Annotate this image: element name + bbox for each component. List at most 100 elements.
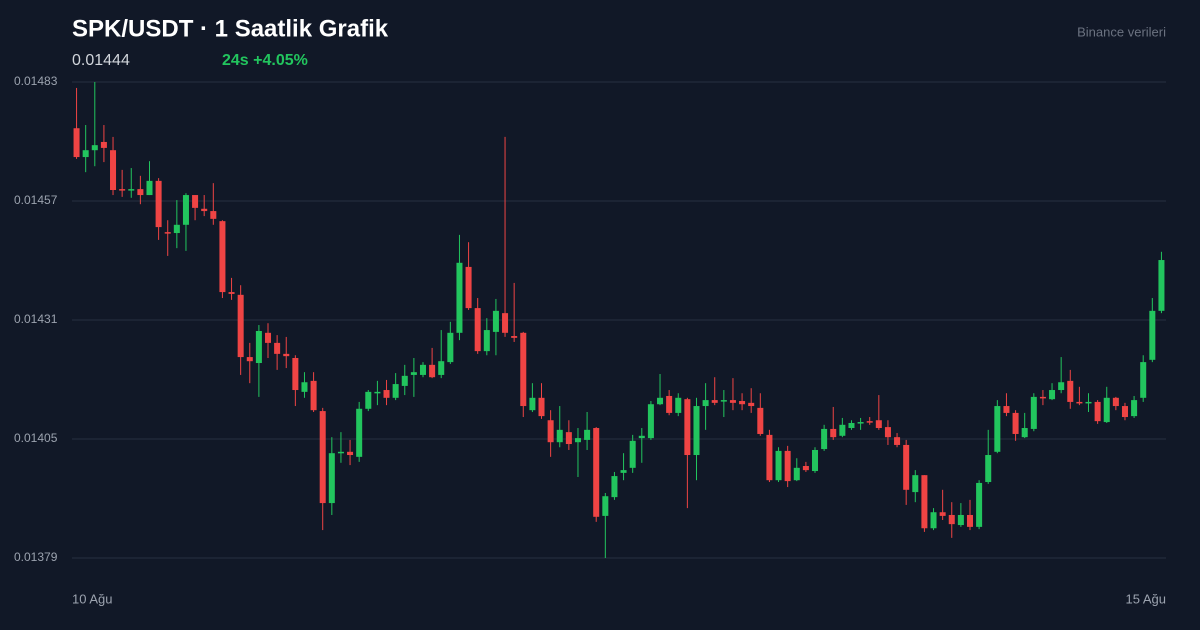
candle-body: [1085, 401, 1092, 404]
candle-body: [1149, 310, 1156, 360]
candle-body: [520, 332, 527, 407]
candle-body: [274, 342, 281, 354]
candle-body: [511, 336, 518, 338]
candle-body: [1112, 397, 1119, 407]
candle-body: [246, 357, 253, 362]
candle-body: [1030, 396, 1037, 429]
chart-title: SPK/USDT · 1 Saatlik Grafik: [72, 15, 389, 42]
candle-body: [793, 467, 800, 481]
candle-body: [748, 402, 755, 407]
candle-body: [994, 406, 1001, 452]
y-tick-label: 0.01483: [14, 74, 58, 88]
candle-body: [182, 195, 189, 225]
candle-body: [620, 470, 627, 473]
source: Binance verileri: [1077, 24, 1166, 39]
candle-body: [283, 353, 290, 357]
candle-body: [264, 332, 272, 343]
candle-body: [830, 428, 837, 438]
candle-body: [593, 428, 600, 517]
candle-body: [328, 453, 335, 504]
candle-body: [766, 434, 773, 481]
x-label: 15 Ağu: [1126, 591, 1167, 606]
candle-body: [802, 466, 809, 471]
candle-body: [146, 180, 153, 196]
candle-body: [538, 397, 545, 417]
last-price: 0.01444: [72, 52, 130, 69]
candle-body: [1140, 362, 1147, 398]
candle-body: [720, 400, 727, 402]
candle-body: [1094, 401, 1101, 422]
y-tick-label: 0.01379: [14, 550, 58, 564]
candle-body: [164, 232, 171, 234]
candle-body: [1131, 400, 1138, 417]
candle-body: [155, 180, 162, 228]
candle-body: [237, 294, 244, 358]
candle-body: [857, 422, 864, 424]
candle-body: [201, 208, 208, 212]
candle-body: [137, 189, 144, 196]
candle-body: [903, 444, 910, 490]
candle-body: [465, 266, 472, 309]
candle-body: [574, 438, 581, 443]
candle-body: [492, 310, 499, 332]
candle-body: [666, 395, 673, 413]
candle-body: [966, 514, 974, 527]
candle-body: [930, 512, 937, 529]
candle-body: [301, 382, 308, 392]
candle-body: [502, 313, 509, 333]
x-label: 10 Ağu: [72, 591, 113, 606]
candle-body: [1103, 397, 1110, 423]
candle-body: [629, 440, 636, 468]
candle-body: [775, 450, 782, 481]
candle-body: [228, 292, 235, 294]
candle-body: [483, 330, 490, 352]
candle-body: [401, 375, 408, 386]
candle-body: [438, 361, 445, 375]
candle-body: [1021, 428, 1028, 438]
candle-body: [811, 449, 819, 472]
candle-body: [347, 451, 354, 456]
candle-body: [693, 406, 700, 456]
candle-body: [939, 512, 946, 516]
candle-body: [1039, 396, 1046, 399]
candle-body: [884, 427, 891, 438]
candle-body: [410, 372, 417, 375]
candle-body: [100, 141, 107, 148]
candle-body: [848, 422, 855, 429]
candle-body: [292, 357, 299, 391]
candle-body: [1058, 382, 1065, 391]
candle-body: [219, 221, 226, 293]
candle-body: [547, 420, 554, 443]
candle-body: [894, 437, 901, 445]
candle-body: [91, 145, 98, 151]
candle-body: [647, 404, 654, 439]
candle-body: [1012, 412, 1019, 434]
candle-body: [319, 411, 326, 504]
candle-body: [210, 211, 217, 219]
candle-body: [119, 189, 126, 191]
candle-body: [255, 330, 262, 364]
candle-body: [702, 400, 709, 407]
candle-body: [784, 450, 791, 482]
candle-body: [611, 476, 618, 498]
candle-body: [866, 421, 873, 423]
candle-body: [456, 262, 463, 333]
candle-body: [383, 390, 390, 398]
candle-body: [1003, 406, 1010, 413]
candle-body: [365, 391, 372, 409]
candle-body: [173, 224, 180, 234]
candle-body: [875, 420, 882, 429]
y-tick-label: 0.01405: [14, 431, 58, 445]
candle-body: [602, 496, 609, 516]
candle-body: [839, 424, 846, 436]
candle-body: [73, 128, 80, 158]
candle-body: [976, 482, 983, 527]
candle-body: [821, 428, 828, 450]
candle-body: [584, 429, 591, 440]
candle-body: [1076, 401, 1083, 404]
candle-body: [565, 432, 572, 445]
candle-body: [310, 380, 317, 411]
candle-body: [657, 397, 664, 405]
candle-body: [957, 514, 964, 526]
